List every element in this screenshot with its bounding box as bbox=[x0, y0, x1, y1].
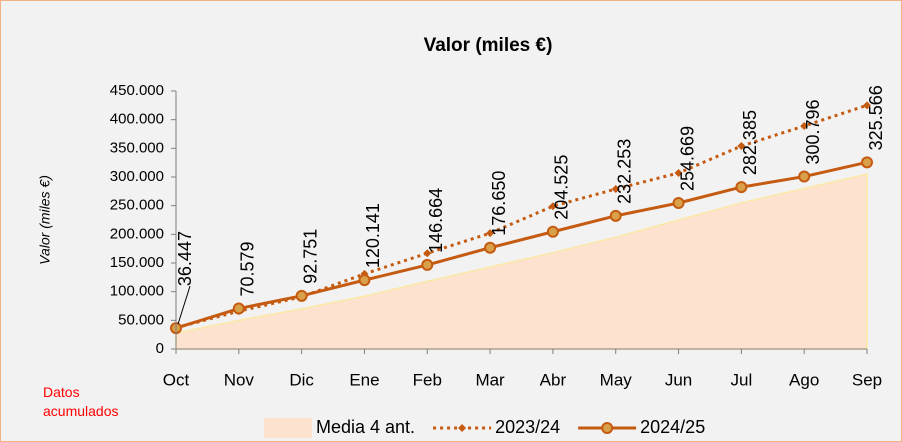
legend-label: Media 4 ant. bbox=[316, 417, 415, 437]
data-label: 232.253 bbox=[614, 139, 634, 204]
y-tick-label: 350.000 bbox=[110, 139, 164, 156]
marker bbox=[737, 142, 746, 151]
x-tick-label: Nov bbox=[224, 370, 255, 389]
marker bbox=[863, 101, 871, 110]
y-tick-label: 300.000 bbox=[110, 168, 164, 185]
y-tick-label: 450.000 bbox=[110, 82, 164, 99]
marker bbox=[486, 229, 495, 238]
data-label: 300.796 bbox=[803, 99, 823, 164]
y-tick-label: 250.000 bbox=[110, 197, 164, 214]
data-label: 92.751 bbox=[300, 229, 320, 284]
leader-line bbox=[177, 285, 191, 325]
data-label: 204.525 bbox=[552, 155, 572, 220]
data-label: 120.141 bbox=[363, 203, 383, 268]
marker bbox=[674, 168, 683, 177]
data-label: 254.669 bbox=[677, 126, 697, 191]
area bbox=[175, 173, 868, 350]
x-tick-label: Ene bbox=[349, 370, 379, 389]
y-tick-label: 100.000 bbox=[110, 283, 164, 300]
y-tick-label: 400.000 bbox=[110, 111, 164, 128]
y-tick-label: 200.000 bbox=[110, 225, 164, 242]
line bbox=[175, 160, 868, 330]
marker bbox=[295, 289, 308, 302]
marker bbox=[484, 241, 497, 254]
marker bbox=[423, 249, 432, 258]
x-tick-label: Oct bbox=[163, 370, 190, 389]
legend-label: 2023/24 bbox=[495, 417, 560, 437]
y-tick-label: 0 bbox=[156, 340, 164, 357]
legend-marker bbox=[601, 422, 614, 434]
marker bbox=[609, 209, 622, 222]
marker bbox=[421, 258, 434, 271]
marker bbox=[800, 121, 809, 130]
annotation: Datos acumulados bbox=[43, 384, 119, 419]
data-label: 146.664 bbox=[426, 188, 446, 253]
legend-marker bbox=[458, 424, 467, 432]
marker bbox=[358, 274, 371, 287]
x-tick-label: Dic bbox=[289, 370, 314, 389]
data-label: 325.566 bbox=[866, 85, 886, 150]
y-tick-label: 150.000 bbox=[110, 254, 164, 271]
data-label: 176.650 bbox=[489, 171, 509, 236]
legend-label: 2024/25 bbox=[640, 417, 705, 437]
data-label: 36.447 bbox=[175, 231, 195, 286]
chart-title: Valor (miles €) bbox=[424, 35, 553, 56]
data-label: 70.579 bbox=[238, 241, 258, 296]
marker bbox=[546, 225, 559, 238]
x-tick-label: Feb bbox=[413, 370, 442, 389]
y-axis-title: Valor (miles €) bbox=[37, 175, 53, 265]
x-tick-label: May bbox=[600, 370, 633, 389]
x-tick-label: Sep bbox=[852, 370, 882, 389]
marker bbox=[861, 156, 873, 169]
x-tick-label: Ago bbox=[789, 370, 819, 389]
marker bbox=[735, 181, 748, 194]
x-tick-label: Jun bbox=[665, 370, 692, 389]
marker bbox=[548, 202, 557, 211]
marker bbox=[798, 170, 811, 183]
data-label: 282.385 bbox=[740, 110, 760, 175]
marker bbox=[672, 196, 685, 209]
marker bbox=[232, 302, 245, 315]
x-tick-label: Jul bbox=[730, 370, 752, 389]
legend-swatch bbox=[264, 418, 312, 438]
y-tick-label: 50.000 bbox=[118, 311, 164, 328]
x-tick-label: Mar bbox=[475, 370, 505, 389]
marker bbox=[611, 185, 620, 194]
x-tick-label: Abr bbox=[540, 370, 567, 389]
